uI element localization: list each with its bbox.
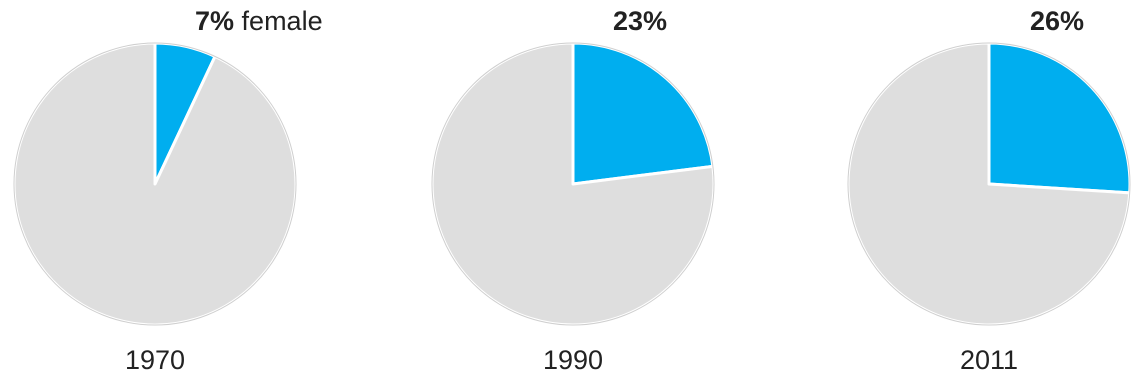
pie-1970-percent-value: 7% [195, 6, 235, 36]
pie-2011-percent-label: 26% [1030, 8, 1084, 35]
pie-1990-rim [431, 42, 715, 326]
pie-1970-rim [13, 42, 297, 326]
pie-1970-percent-label: 7% female [195, 8, 323, 35]
pie-1970 [12, 41, 298, 327]
pie-1990-year-label: 1990 [542, 345, 604, 375]
pie-1990-slice-female [571, 41, 715, 186]
pie-2011-rim [847, 42, 1131, 326]
pie-2011 [846, 41, 1132, 327]
pie-2011-slice-female [987, 41, 1132, 195]
pie-1990 [430, 41, 716, 327]
pie-1970-slice-other [12, 41, 298, 327]
pie-2011-year-label: 2011 [959, 345, 1019, 375]
pie-1990-percent-value: 23% [613, 6, 668, 36]
pie-1970-year-label: 1970 [124, 345, 186, 375]
pie-2011-percent-value: 26% [1030, 6, 1085, 36]
pie-1990-percent-label: 23% [613, 8, 667, 35]
pie-1970-percent-suffix: female [241, 6, 323, 36]
